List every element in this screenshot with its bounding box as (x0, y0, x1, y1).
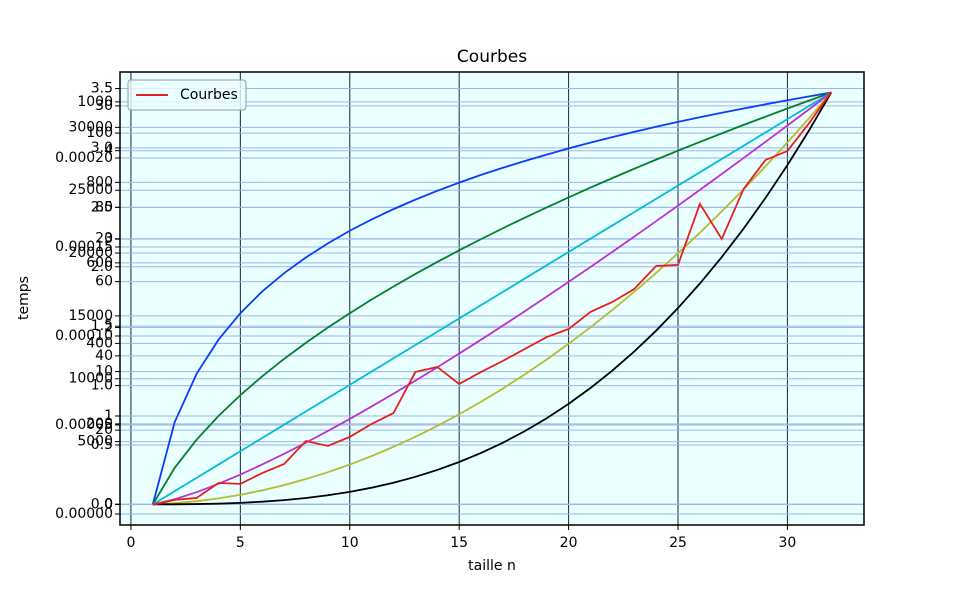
y-tick-label: 15000 (68, 308, 113, 324)
ticks: 0 5 10 15 20 25 30 0.0 0.5 1.0 1.5 2.0 2.5 3.0 3.5 0 1 2 3… (55, 81, 796, 551)
y-tick-label: 30000 (68, 119, 113, 135)
y-tick-label: 1000 (77, 94, 113, 110)
x-tick-label: 0 (126, 535, 135, 551)
plot-frame (119, 71, 865, 526)
series-line (151, 91, 832, 505)
y-tick-label: 3 (104, 231, 113, 247)
y-tick-label: 0.00015 (55, 239, 113, 255)
y-tick-label: 1 (104, 408, 113, 424)
y-tick-label: 3.0 (91, 140, 113, 156)
y-tick-label: 0 (104, 496, 113, 512)
y-tick-label: 25000 (68, 182, 113, 198)
y-tick-label: 5000 (77, 434, 113, 450)
y-tick-label: 100 (86, 125, 113, 141)
y-tick-label: 10000 (68, 371, 113, 387)
series-line (152, 91, 832, 506)
y-tick-label: 0 (104, 496, 113, 512)
y-tick-label: 20000 (68, 245, 113, 261)
series-line (152, 91, 832, 505)
y-tick-label: 80 (95, 199, 113, 215)
y-tick-label: 40 (95, 348, 113, 364)
y-tick-label: 200 (86, 416, 113, 432)
y-tick-label: 600 (86, 255, 113, 271)
y-tick-label: 0.00005 (55, 417, 113, 433)
y-tick-label: 0.00000 (55, 506, 113, 522)
y-tick-label: 20 (95, 231, 113, 247)
x-axis-label: taille n (468, 558, 516, 574)
legend-label: Courbes (180, 87, 238, 103)
x-tick-label: 10 (341, 535, 359, 551)
y-tick-label: 60 (95, 274, 113, 290)
x-tick-label: 30 (778, 535, 796, 551)
y-tick-label: 2.5 (91, 199, 113, 215)
y-tick-label: 2 (104, 320, 113, 336)
y-tick-label: 0 (104, 496, 113, 512)
x-tick-label: 25 (669, 535, 687, 551)
series-line (152, 91, 832, 506)
y-tick-label: 1.0 (91, 378, 113, 394)
y-axis-label: temps (16, 276, 32, 320)
legend-box (127, 79, 247, 111)
y-tick-label: 0.5 (91, 437, 113, 453)
y-tick-label: 0.0 (91, 496, 113, 512)
y-tick-label: 0.00020 (55, 150, 113, 166)
y-tick-label: 10 (95, 364, 113, 380)
lines (151, 91, 832, 506)
grid (120, 72, 864, 525)
y-tick-label: 0 (104, 496, 113, 512)
x-tick-label: 20 (560, 535, 578, 551)
y-tick-label: 20 (95, 422, 113, 438)
y-tick-label: 0 (104, 496, 113, 512)
y-tick-label: 400 (86, 335, 113, 351)
series-line (152, 92, 832, 506)
chart-title: Courbes (457, 47, 527, 67)
series-line (152, 91, 832, 506)
series-line (152, 92, 832, 506)
y-tick-label: 30 (95, 98, 113, 114)
y-tick-label: 800 (86, 174, 113, 190)
x-tick-label: 5 (236, 535, 245, 551)
y-tick-label: 0.00010 (55, 328, 113, 344)
y-tick-label: 2.0 (91, 259, 113, 275)
legend: Courbes (127, 79, 247, 111)
x-tick-label: 15 (450, 535, 468, 551)
y-tick-label: 4 (104, 143, 113, 159)
y-tick-label: 3.5 (91, 81, 113, 97)
y-tick-label: 1.5 (91, 318, 113, 334)
